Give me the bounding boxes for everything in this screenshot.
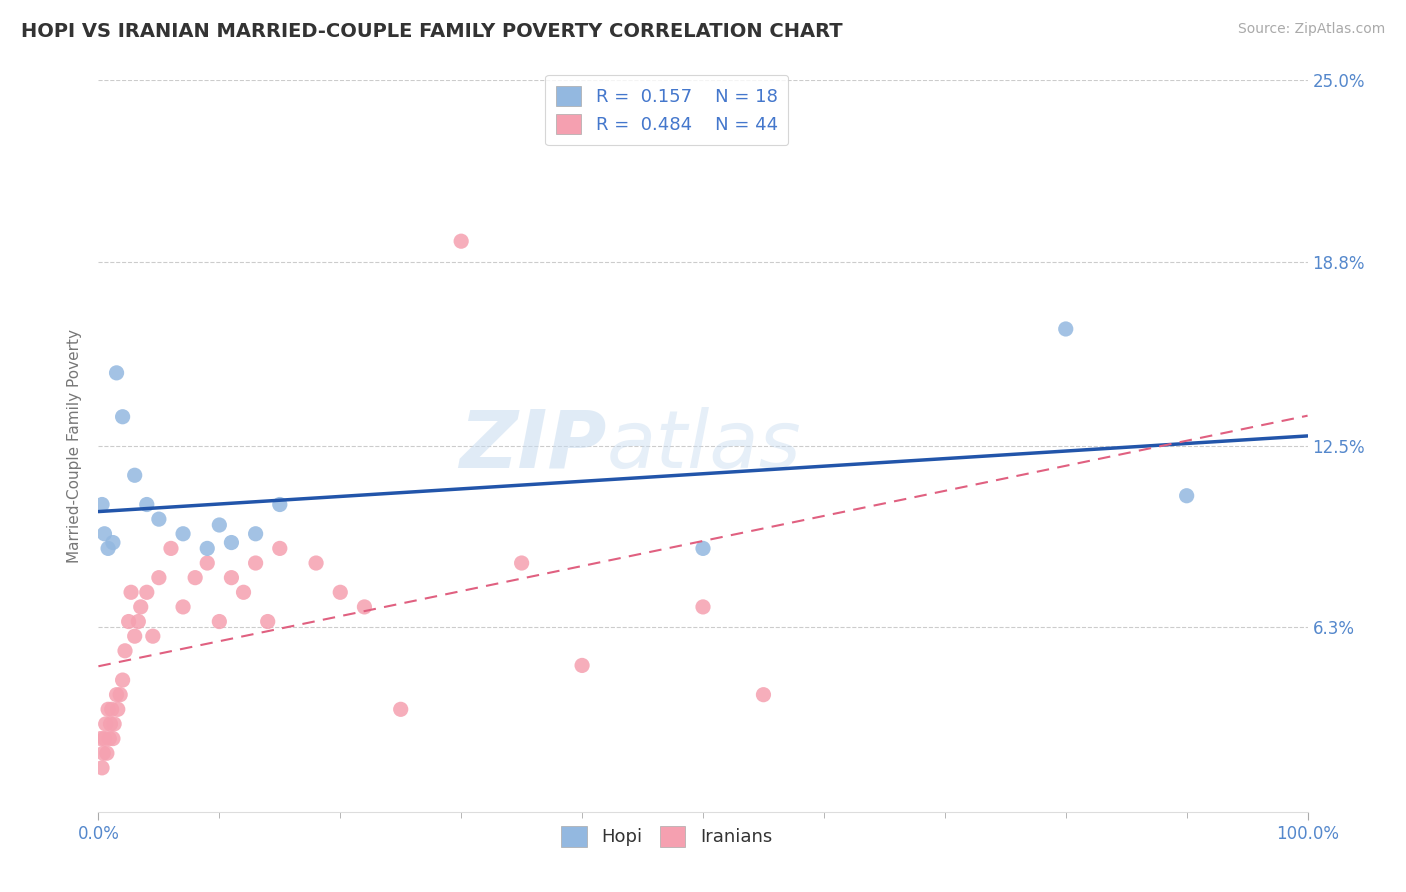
Point [221, 571, 243, 585]
Text: ZIP: ZIP [458, 407, 606, 485]
Point [692, 599, 714, 614]
Point [100, 702, 122, 716]
Point [100, 717, 122, 731]
Point [269, 498, 291, 512]
Point [172, 526, 194, 541]
Point [124, 629, 146, 643]
Point [93, 731, 115, 746]
Point [245, 526, 267, 541]
Point [101, 535, 124, 549]
Point [329, 585, 352, 599]
Point [160, 541, 183, 556]
Point [184, 571, 207, 585]
Point [111, 409, 134, 424]
Point [221, 535, 243, 549]
Point [1175, 489, 1198, 503]
Point [692, 541, 714, 556]
Point [91, 746, 114, 760]
Point [245, 556, 267, 570]
Point [107, 702, 129, 716]
Text: HOPI VS IRANIAN MARRIED-COUPLE FAMILY POVERTY CORRELATION CHART: HOPI VS IRANIAN MARRIED-COUPLE FAMILY PO… [21, 22, 842, 41]
Point [389, 702, 412, 716]
Point [97, 541, 120, 556]
Point [97, 702, 120, 716]
Point [752, 688, 775, 702]
Point [127, 615, 149, 629]
Point [148, 571, 170, 585]
Point [142, 629, 165, 643]
Point [208, 518, 231, 533]
Point [510, 556, 533, 570]
Point [172, 599, 194, 614]
Point [195, 541, 218, 556]
Point [269, 541, 291, 556]
Point [120, 585, 142, 599]
Point [93, 526, 115, 541]
Point [101, 731, 124, 746]
Point [114, 644, 136, 658]
Text: Source: ZipAtlas.com: Source: ZipAtlas.com [1237, 22, 1385, 37]
Point [1054, 322, 1077, 336]
Point [124, 468, 146, 483]
Point [94, 717, 117, 731]
Point [118, 615, 141, 629]
Text: atlas: atlas [606, 407, 801, 485]
Point [232, 585, 254, 599]
Point [91, 498, 114, 512]
Point [105, 366, 128, 380]
Point [90, 731, 112, 746]
Point [195, 556, 218, 570]
Point [91, 761, 114, 775]
Point [305, 556, 328, 570]
Point [98, 731, 121, 746]
Point [571, 658, 593, 673]
Point [105, 688, 128, 702]
Point [135, 585, 157, 599]
Point [135, 498, 157, 512]
Y-axis label: Married-Couple Family Poverty: Married-Couple Family Poverty [67, 329, 83, 563]
Point [103, 717, 125, 731]
Point [256, 615, 278, 629]
Point [450, 234, 472, 248]
Point [96, 746, 118, 760]
Legend: Hopi, Iranians: Hopi, Iranians [554, 819, 779, 854]
Point [353, 599, 375, 614]
Point [208, 615, 231, 629]
Point [111, 673, 134, 687]
Point [129, 599, 152, 614]
Point [148, 512, 170, 526]
Point [108, 688, 131, 702]
